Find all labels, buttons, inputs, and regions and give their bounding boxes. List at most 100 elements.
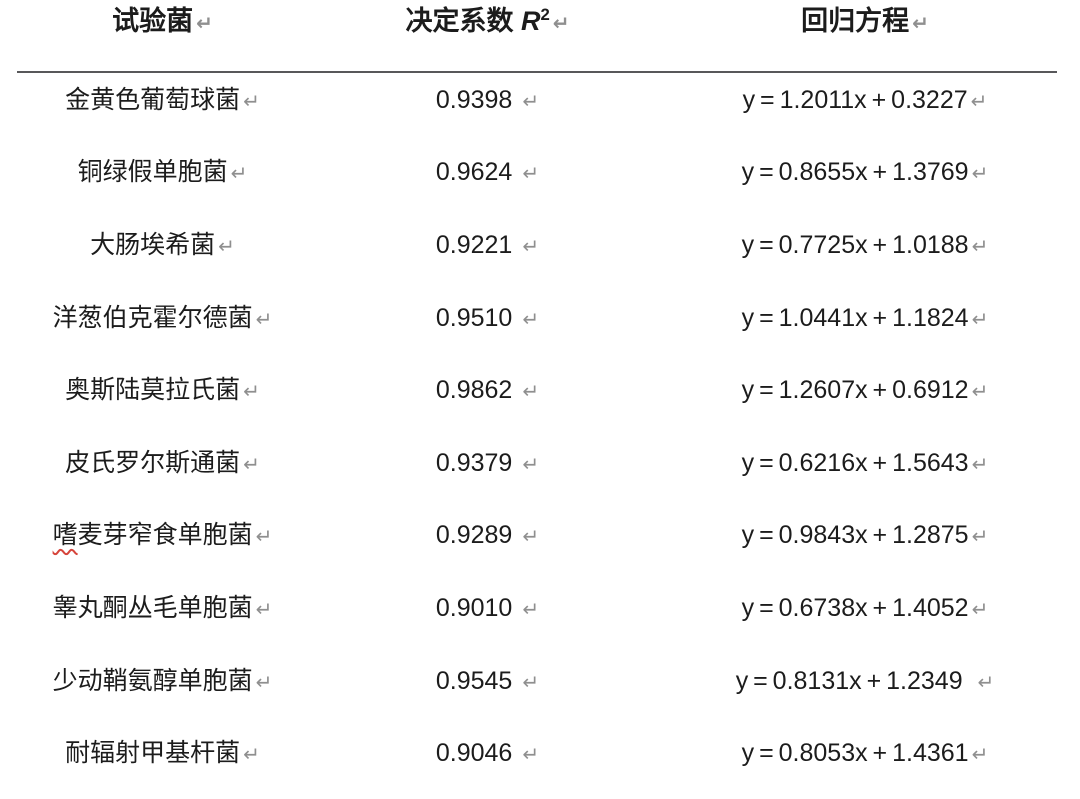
- r2-value: 0.9379: [435, 448, 513, 477]
- return-mark-icon: ↵: [522, 742, 540, 767]
- return-mark-icon: ↵: [971, 451, 989, 476]
- r2-value-cell: 0.9221 ↵: [325, 230, 650, 261]
- table-row: 少动鞘氨醇单胞菌 ↵ 0.9545 ↵ y = 0.8131x + 1.2349 ↵: [0, 645, 1080, 718]
- bacteria-name: 奥斯陆莫拉氏菌: [65, 376, 241, 405]
- equation-value: y = 1.0441x + 1.1824: [741, 303, 969, 332]
- bacteria-name: 少动鞘氨醇单胞菌: [52, 666, 253, 695]
- bacteria-name: 金黄色葡萄球菌: [65, 85, 241, 114]
- r2-value: 0.9010: [435, 593, 513, 622]
- table-row: 铜绿假单胞菌 ↵ 0.9624 ↵ y = 0.8655x + 1.3769 ↵: [0, 137, 1080, 210]
- return-mark-icon: ↵: [552, 11, 570, 35]
- bacteria-name: 洋葱伯克霍尔德菌: [52, 303, 253, 332]
- r2-value: 0.9510: [435, 303, 513, 332]
- r2-value-cell: 0.9046 ↵: [325, 738, 650, 769]
- bacteria-name-cell: 皮氏罗尔斯通菌 ↵: [0, 448, 325, 479]
- return-mark-icon: ↵: [522, 451, 540, 476]
- return-mark-icon: ↵: [255, 306, 273, 331]
- equation-value: y = 0.6216x + 1.5643: [741, 448, 969, 477]
- table-header-row: 试验菌 ↵ 决定系数 R2 ↵ 回归方程 ↵: [0, 0, 1080, 73]
- return-mark-icon: ↵: [218, 233, 235, 258]
- r2-value-cell: 0.9624 ↵: [325, 157, 650, 188]
- table-row: 皮氏罗尔斯通菌 ↵ 0.9379 ↵ y = 0.6216x + 1.5643 ↵: [0, 427, 1080, 500]
- equation-cell: y = 0.8131x + 1.2349 ↵: [650, 666, 1080, 697]
- return-mark-icon: ↵: [522, 233, 540, 258]
- return-mark-icon: ↵: [255, 596, 273, 621]
- bacteria-name-cell: 铜绿假单胞菌 ↵: [0, 157, 325, 188]
- equation-value: y = 1.2011x + 0.3227: [742, 85, 968, 114]
- bacteria-name: 睾丸酮丛毛单胞菌: [52, 593, 253, 622]
- return-mark-icon: ↵: [522, 524, 540, 549]
- r2-value: 0.9398: [435, 85, 513, 114]
- header-regression-equation: 回归方程 ↵: [650, 0, 1080, 40]
- equation-value: y = 0.9843x + 1.2875: [741, 521, 969, 550]
- r2-value-cell: 0.9379 ↵: [325, 448, 650, 479]
- header-divider-line: [17, 71, 1057, 73]
- r2-value: 0.9289: [435, 521, 513, 550]
- table-body: 金黄色葡萄球菌 ↵ 0.9398 ↵ y = 1.2011x + 0.3227 ↵ 铜…: [0, 64, 1080, 790]
- equation-cell: y = 1.0441x + 1.1824 ↵: [650, 303, 1080, 334]
- bacteria-name: 皮氏罗尔斯通菌: [65, 448, 241, 477]
- return-mark-icon: ↵: [243, 451, 260, 476]
- equation-value: y = 0.8053x + 1.4361: [741, 739, 969, 768]
- return-mark-icon: ↵: [255, 669, 273, 694]
- return-mark-icon: ↵: [971, 161, 989, 186]
- table-row: 金黄色葡萄球菌 ↵ 0.9398 ↵ y = 1.2011x + 0.3227 ↵: [0, 64, 1080, 137]
- return-mark-icon: ↵: [971, 742, 989, 767]
- bacteria-name-cell: 奥斯陆莫拉氏菌 ↵: [0, 375, 325, 406]
- equation-value: y = 0.6738x + 1.4052: [741, 593, 969, 622]
- r2-value-cell: 0.9862 ↵: [325, 375, 650, 406]
- r2-value-cell: 0.9510 ↵: [325, 303, 650, 334]
- r2-value: 0.9221: [435, 230, 513, 259]
- equation-cell: y = 0.8655x + 1.3769 ↵: [650, 157, 1080, 188]
- r-superscript: 2: [540, 5, 550, 24]
- return-mark-icon: ↵: [522, 88, 540, 113]
- r2-value-cell: 0.9398 ↵: [325, 85, 650, 116]
- return-mark-icon: ↵: [971, 306, 989, 331]
- bacteria-name-cell: 嗜麦芽窄食单胞菌 ↵: [0, 520, 325, 551]
- equation-cell: y = 1.2607x + 0.6912 ↵: [650, 375, 1080, 406]
- table-row: 大肠埃希菌 ↵ 0.9221 ↵ y = 0.7725x + 1.0188 ↵: [0, 209, 1080, 282]
- return-mark-icon: ↵: [971, 524, 989, 549]
- equation-value: y = 1.2607x + 0.6912: [741, 376, 969, 405]
- equation-value: y = 0.8131x + 1.2349: [735, 666, 968, 695]
- bacteria-name-cell: 睾丸酮丛毛单胞菌 ↵: [0, 593, 325, 624]
- table-row: 嗜麦芽窄食单胞菌 ↵ 0.9289 ↵ y = 0.9843x + 1.2875 ↵: [0, 500, 1080, 573]
- return-mark-icon: ↵: [230, 161, 248, 186]
- equation-cell: y = 0.6738x + 1.4052 ↵: [650, 593, 1080, 624]
- return-mark-icon: ↵: [243, 742, 260, 767]
- equation-cell: y = 0.7725x + 1.0188 ↵: [650, 230, 1080, 261]
- return-mark-icon: ↵: [522, 596, 540, 621]
- bacteria-name: 铜绿假单胞菌: [77, 158, 228, 187]
- bacteria-name-cell: 大肠埃希菌 ↵: [0, 230, 325, 261]
- header-r-squared-prefix: 决定系数: [405, 6, 521, 36]
- r2-value: 0.9046: [435, 739, 513, 768]
- spellcheck-underlined-text: 嗜: [52, 521, 78, 550]
- table-row: 洋葱伯克霍尔德菌 ↵ 0.9510 ↵ y = 1.0441x + 1.1824 ↵: [0, 282, 1080, 355]
- table-row: 耐辐射甲基杆菌 ↵ 0.9046 ↵ y = 0.8053x + 1.4361 ↵: [0, 717, 1080, 790]
- return-mark-icon: ↵: [522, 379, 540, 404]
- return-mark-icon: ↵: [196, 11, 213, 35]
- return-mark-icon: ↵: [971, 596, 989, 621]
- r2-value-cell: 0.9289 ↵: [325, 520, 650, 551]
- equation-cell: y = 1.2011x + 0.3227 ↵: [650, 85, 1080, 116]
- bacteria-name-cell: 金黄色葡萄球菌 ↵: [0, 85, 325, 116]
- equation-cell: y = 0.6216x + 1.5643 ↵: [650, 448, 1080, 479]
- r2-value: 0.9862: [435, 376, 513, 405]
- return-mark-icon: ↵: [522, 161, 540, 186]
- return-mark-icon: ↵: [243, 88, 260, 113]
- bacteria-name-cell: 少动鞘氨醇单胞菌 ↵: [0, 666, 325, 697]
- equation-cell: y = 0.9843x + 1.2875 ↵: [650, 520, 1080, 551]
- bacteria-name-cell: 洋葱伯克霍尔德菌 ↵: [0, 303, 325, 334]
- return-mark-icon: ↵: [522, 669, 540, 694]
- header-test-bacteria: 试验菌 ↵: [0, 0, 325, 40]
- equation-value: y = 0.8655x + 1.3769: [741, 158, 969, 187]
- bacteria-name: 大肠埃希菌: [90, 230, 216, 259]
- return-mark-icon: ↵: [971, 379, 989, 404]
- table-row: 睾丸酮丛毛单胞菌 ↵ 0.9010 ↵ y = 0.6738x + 1.4052 ↵: [0, 572, 1080, 645]
- return-mark-icon: ↵: [255, 524, 273, 549]
- bacteria-name: 麦芽窄食单胞菌: [77, 521, 253, 550]
- r2-value: 0.9545: [435, 666, 513, 695]
- bacteria-name-cell: 耐辐射甲基杆菌 ↵: [0, 738, 325, 769]
- return-mark-icon: ↵: [970, 88, 988, 113]
